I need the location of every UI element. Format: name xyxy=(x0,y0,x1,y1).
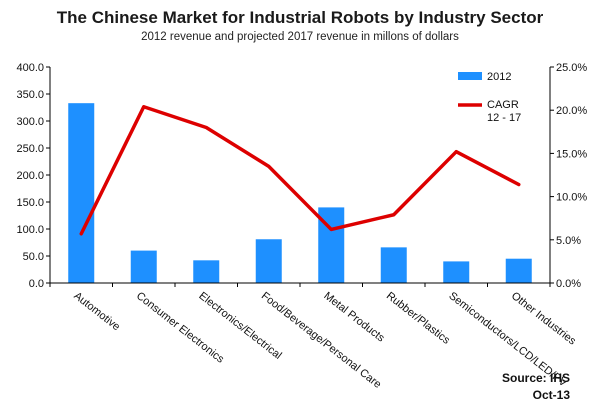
y-right-tick-label: 0.0% xyxy=(556,278,581,290)
y-right-tick-label: 25.0% xyxy=(556,62,587,74)
legend-label-cagr: 12 - 17 xyxy=(487,112,521,124)
y-right-tick-label: 10.0% xyxy=(556,192,587,204)
legend-label-cagr: CAGR xyxy=(487,99,519,111)
cagr-point xyxy=(392,213,396,217)
chart-title: The Chinese Market for Industrial Robots… xyxy=(56,8,544,27)
bar-2012 xyxy=(68,103,95,284)
line-cagr xyxy=(79,104,521,236)
source-date: Oct-13 xyxy=(532,388,570,402)
x-category-label: Rubber/Plastics xyxy=(384,290,452,347)
y-left-tick-label: 100.0 xyxy=(16,224,44,236)
cagr-point xyxy=(329,227,333,231)
y-left-tick-label: 300.0 xyxy=(16,116,44,128)
y-left-tick-label: 0.0 xyxy=(29,278,44,290)
y-left-tick-label: 250.0 xyxy=(16,143,44,155)
chart-subtitle: 2012 revenue and projected 2017 revenue … xyxy=(141,31,459,43)
bar-2012 xyxy=(443,261,470,283)
source-note: Source: IHS Oct-13 xyxy=(502,370,570,404)
bar-2012 xyxy=(255,239,282,283)
cagr-point xyxy=(204,125,208,129)
legend-swatch-2012 xyxy=(458,72,482,80)
bar-2012 xyxy=(380,247,407,283)
x-category-label: Other Industries xyxy=(509,290,578,348)
y-left-tick-label: 50.0 xyxy=(23,251,44,263)
cagr-point xyxy=(79,232,83,236)
y-right-tick-label: 5.0% xyxy=(556,235,581,247)
bar-2012 xyxy=(193,260,220,283)
y-left-tick-label: 400.0 xyxy=(16,62,44,74)
cagr-point xyxy=(142,105,146,109)
y-right-tick-label: 20.0% xyxy=(556,105,587,117)
source-text: Source: IHS xyxy=(501,371,570,385)
y-left-tick-label: 200.0 xyxy=(16,170,44,182)
x-category-label: Automotive xyxy=(71,290,122,333)
bar-2012 xyxy=(505,258,532,283)
cagr-point xyxy=(454,150,458,154)
y-left-tick-label: 150.0 xyxy=(16,197,44,209)
cagr-point xyxy=(517,183,521,187)
x-category-label: Metal Products xyxy=(321,290,387,345)
legend-label-2012: 2012 xyxy=(487,71,511,83)
bar-2012 xyxy=(130,250,157,283)
x-category-label: Food/Beverage/Personal Care xyxy=(259,290,383,391)
cagr-point xyxy=(267,164,271,168)
y-left-tick-label: 350.0 xyxy=(16,89,44,101)
y-right-tick-label: 15.0% xyxy=(556,148,587,160)
